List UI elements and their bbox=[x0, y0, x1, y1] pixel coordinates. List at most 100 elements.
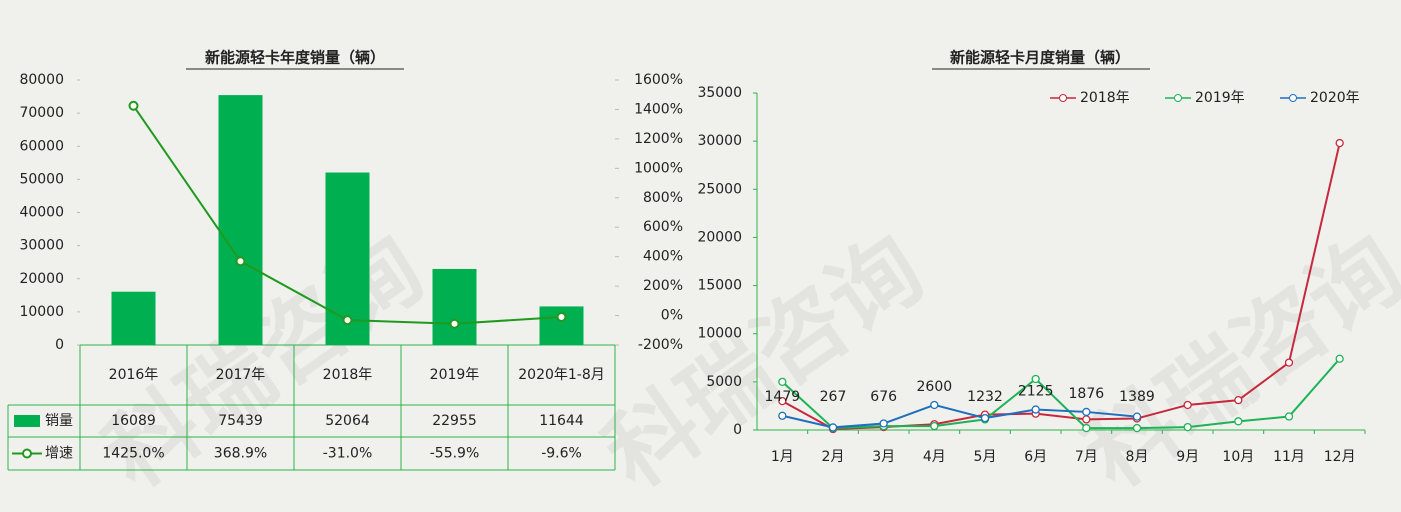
y2-tick-label: 600% bbox=[643, 219, 683, 235]
y-tick-label: 10000 bbox=[697, 326, 742, 342]
point bbox=[342, 315, 353, 326]
point bbox=[1234, 417, 1243, 426]
point bbox=[778, 396, 787, 406]
data-label: 1232 bbox=[967, 389, 1003, 405]
point bbox=[1132, 412, 1142, 421]
point bbox=[1335, 354, 1344, 363]
y-tick-label: 0 bbox=[733, 422, 742, 438]
y-tick-label: 70000 bbox=[19, 105, 64, 121]
x-tick-label: 2016年 bbox=[109, 367, 159, 383]
y-tick-label: 5000 bbox=[706, 374, 742, 390]
data-label: 267 bbox=[820, 389, 847, 405]
legend-swatch bbox=[1059, 94, 1067, 102]
x-tick-label: 3月 bbox=[872, 449, 895, 465]
line bbox=[782, 403, 1138, 429]
table-cell: 1425.0% bbox=[102, 446, 164, 462]
point bbox=[235, 256, 246, 267]
table-cell: -55.9% bbox=[430, 446, 480, 462]
y-tick-label: 20000 bbox=[697, 229, 742, 245]
bar bbox=[218, 95, 263, 346]
data-label: 676 bbox=[870, 389, 897, 405]
y-tick-label: 80000 bbox=[19, 72, 64, 88]
x-tick-label: 2019年 bbox=[430, 367, 480, 383]
y2-tick-label: 200% bbox=[643, 278, 683, 294]
point bbox=[1183, 422, 1192, 432]
y-tick-label: 30000 bbox=[19, 238, 64, 254]
table-cell: -9.6% bbox=[541, 446, 582, 462]
point bbox=[1234, 396, 1243, 405]
x-tick-label: 8月 bbox=[1126, 449, 1149, 465]
table-cell: 75439 bbox=[218, 413, 263, 429]
legend-swatch bbox=[1289, 94, 1297, 102]
point bbox=[1082, 423, 1091, 433]
point bbox=[1284, 412, 1294, 421]
y2-tick-label: 400% bbox=[643, 249, 683, 265]
data-label: 2600 bbox=[917, 379, 953, 395]
y-tick-label: 60000 bbox=[19, 138, 64, 154]
y2-tick-label: 800% bbox=[643, 190, 683, 206]
x-tick-label: 1月 bbox=[771, 449, 794, 465]
data-label: 2125 bbox=[1018, 384, 1054, 400]
chart-title: 新能源轻卡年度销量（辆） bbox=[205, 49, 385, 67]
data-label: 1876 bbox=[1069, 386, 1105, 402]
point bbox=[1082, 407, 1091, 417]
y-tick-label: 10000 bbox=[19, 304, 64, 320]
point bbox=[828, 423, 838, 432]
point bbox=[1082, 415, 1091, 424]
y-tick-label: 15000 bbox=[697, 278, 742, 294]
x-tick-label: 7月 bbox=[1075, 449, 1098, 465]
point bbox=[449, 318, 460, 329]
x-tick-label: 4月 bbox=[923, 449, 946, 465]
data-label: 1479 bbox=[765, 389, 801, 405]
x-tick-label: 5月 bbox=[974, 449, 997, 465]
y-tick-label: 40000 bbox=[19, 205, 64, 221]
bar bbox=[111, 291, 156, 345]
y-tick-label: 0 bbox=[55, 337, 64, 353]
point bbox=[1031, 374, 1040, 384]
point bbox=[1132, 423, 1142, 433]
table-cell: -31.0% bbox=[323, 446, 373, 462]
y2-tick-label: 1600% bbox=[634, 72, 683, 88]
point bbox=[1284, 358, 1294, 367]
watermark-layer: 科瑞咨询 科瑞咨询 科瑞咨询 bbox=[87, 216, 1401, 509]
point bbox=[778, 377, 787, 387]
x-tick-label: 9月 bbox=[1176, 449, 1199, 465]
point bbox=[1183, 400, 1192, 410]
legend-label: 增速 bbox=[45, 446, 73, 462]
chart-title: 新能源轻卡月度销量（辆） bbox=[950, 49, 1130, 67]
x-tick-label: 2018年 bbox=[323, 367, 373, 383]
y-tick-label: 50000 bbox=[19, 171, 64, 187]
point bbox=[930, 421, 939, 431]
x-tick-label: 6月 bbox=[1024, 449, 1047, 465]
table-cell: 368.9% bbox=[214, 446, 267, 462]
legend-swatch bbox=[22, 448, 32, 459]
legend-label: 2019年 bbox=[1195, 90, 1245, 106]
point bbox=[930, 400, 939, 410]
legend-label: 2020年 bbox=[1310, 90, 1360, 106]
legend-swatch bbox=[1174, 94, 1182, 102]
table-cell: 11644 bbox=[539, 413, 584, 429]
x-tick-label: 12月 bbox=[1324, 449, 1356, 465]
x-tick-label: 2月 bbox=[822, 449, 845, 465]
y-tick-label: 20000 bbox=[19, 271, 64, 287]
y-tick-label: 25000 bbox=[697, 181, 742, 197]
legend-label: 2018年 bbox=[1080, 90, 1130, 106]
y2-tick-label: 1400% bbox=[634, 101, 683, 117]
point bbox=[778, 411, 787, 420]
x-tick-label: 11月 bbox=[1273, 449, 1305, 465]
point bbox=[1031, 405, 1040, 414]
table-cell: 52064 bbox=[325, 413, 370, 429]
legend-label: 销量 bbox=[45, 413, 73, 429]
x-tick-label: 2020年1-8月 bbox=[518, 367, 605, 383]
y2-tick-label: -200% bbox=[638, 337, 683, 353]
watermark: 科瑞咨询 bbox=[87, 216, 442, 509]
data-label: 1389 bbox=[1119, 389, 1155, 405]
x-tick-label: 10月 bbox=[1222, 449, 1254, 465]
point bbox=[128, 100, 139, 111]
y2-tick-label: 1000% bbox=[634, 160, 683, 176]
table-cell: 22955 bbox=[432, 413, 477, 429]
y-tick-label: 30000 bbox=[697, 133, 742, 149]
y-tick-label: 35000 bbox=[697, 85, 742, 101]
point bbox=[879, 419, 888, 428]
legend-swatch bbox=[14, 415, 40, 427]
